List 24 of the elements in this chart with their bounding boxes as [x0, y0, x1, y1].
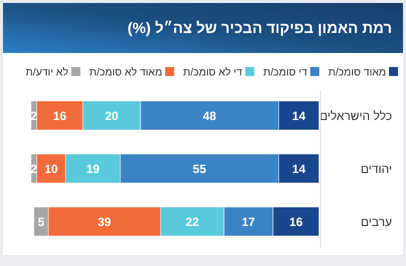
data-label: 55 [192, 162, 206, 176]
data-label: 16 [53, 109, 67, 123]
y-tick-label: ערבים [360, 215, 392, 229]
data-label: 14 [292, 162, 306, 176]
data-label: 2 [30, 162, 38, 176]
data-label: 14 [292, 109, 306, 123]
legend-label: די סומכ/ת [263, 66, 308, 78]
data-label: 10 [44, 162, 58, 176]
data-label: 5 [38, 215, 45, 229]
data-label: 39 [98, 215, 112, 229]
data-label: 48 [202, 109, 217, 123]
y-tick-label: כלל הישראלים [319, 109, 392, 123]
data-label: 20 [104, 109, 119, 123]
data-label: 17 [242, 215, 256, 229]
legend-label: מאוד סומכ/ת [328, 66, 386, 78]
chart-title: רמת האמון בפיקוד הבכיר של צה״ל (%) [127, 20, 392, 37]
data-label: 19 [86, 162, 100, 176]
y-tick-label: יהודים [360, 162, 392, 176]
legend-label: מאוד לא סומכ/ת [89, 66, 162, 78]
data-label: 2 [30, 109, 38, 123]
legend-label: די לא סומכ/ת [183, 66, 242, 78]
legend-label: לא יודע/ת [26, 66, 69, 78]
data-label: 16 [289, 215, 303, 229]
data-label: 22 [186, 215, 200, 229]
